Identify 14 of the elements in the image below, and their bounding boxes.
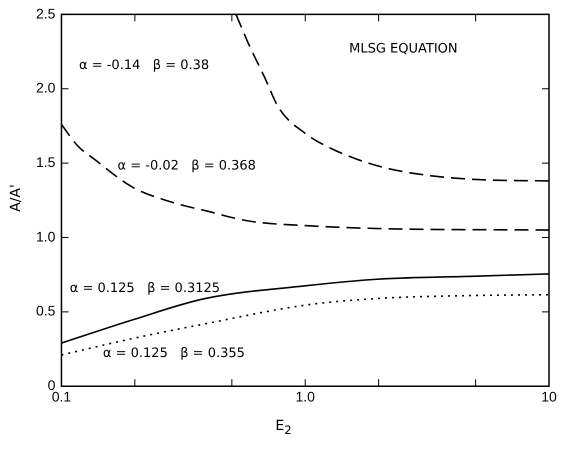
- y-tick-label: 1.0: [36, 228, 56, 244]
- y-tick-label: 2.5: [36, 5, 56, 22]
- y-tick-label: 1.5: [36, 154, 56, 170]
- y-tick-label: 2.0: [36, 80, 56, 96]
- x-axis-title: E$_{2}$: [274, 418, 293, 437]
- annotation: α = -0.02 β = 0.368: [118, 158, 256, 174]
- x-tick-label: 10: [541, 388, 557, 404]
- annotation: α = -0.14 β = 0.38: [79, 58, 210, 74]
- annotation: MLSG EQUATION: [349, 41, 458, 56]
- x-tick-label: 1.0: [295, 388, 316, 404]
- annotation: α = 0.125 β = 0.355: [102, 346, 245, 361]
- y-tick-label: 0.5: [36, 302, 56, 319]
- annotation: α = 0.125 β = 0.3125: [70, 280, 220, 296]
- y-axis-title: A/A': [8, 184, 24, 212]
